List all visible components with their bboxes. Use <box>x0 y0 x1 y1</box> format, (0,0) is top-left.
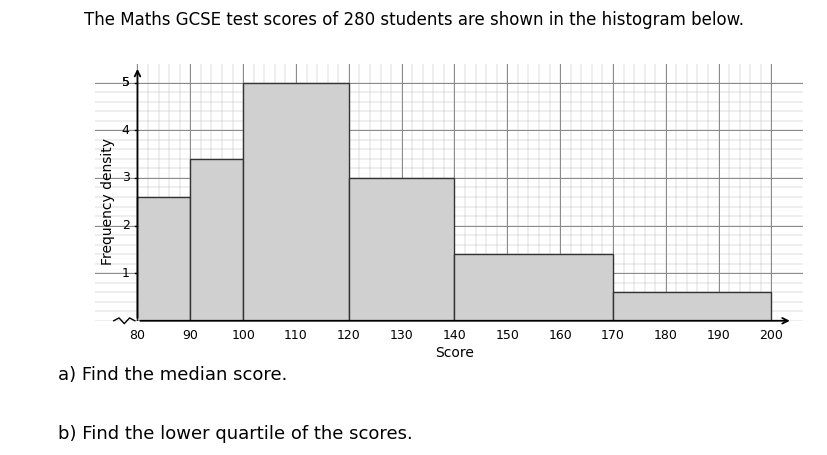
Bar <box>612 292 771 321</box>
Text: Score: Score <box>434 345 473 359</box>
Text: a) Find the median score.: a) Find the median score. <box>58 366 287 384</box>
Text: 190: 190 <box>706 329 729 342</box>
Bar <box>348 178 454 321</box>
Text: 150: 150 <box>495 329 519 342</box>
Text: 120: 120 <box>337 329 361 342</box>
Text: 90: 90 <box>182 329 198 342</box>
Text: 5: 5 <box>122 76 129 89</box>
Text: 5: 5 <box>122 76 129 89</box>
Text: 2: 2 <box>122 219 129 232</box>
Text: The Maths GCSE test scores of 280 students are shown in the histogram below.: The Maths GCSE test scores of 280 studen… <box>84 11 743 30</box>
Text: 80: 80 <box>129 329 146 342</box>
Text: 130: 130 <box>390 329 413 342</box>
Text: 3: 3 <box>122 172 129 184</box>
Bar <box>454 254 612 321</box>
Text: 1: 1 <box>122 267 129 280</box>
Text: 110: 110 <box>284 329 308 342</box>
Text: Frequency density: Frequency density <box>101 138 115 265</box>
Bar <box>190 159 243 321</box>
Text: 200: 200 <box>758 329 782 342</box>
Text: 170: 170 <box>600 329 624 342</box>
Text: 180: 180 <box>653 329 677 342</box>
Text: 100: 100 <box>231 329 255 342</box>
Bar <box>243 83 348 321</box>
Text: 4: 4 <box>122 124 129 137</box>
Bar <box>137 197 190 321</box>
Text: 160: 160 <box>547 329 571 342</box>
Text: 140: 140 <box>442 329 466 342</box>
Text: b) Find the lower quartile of the scores.: b) Find the lower quartile of the scores… <box>58 425 412 444</box>
